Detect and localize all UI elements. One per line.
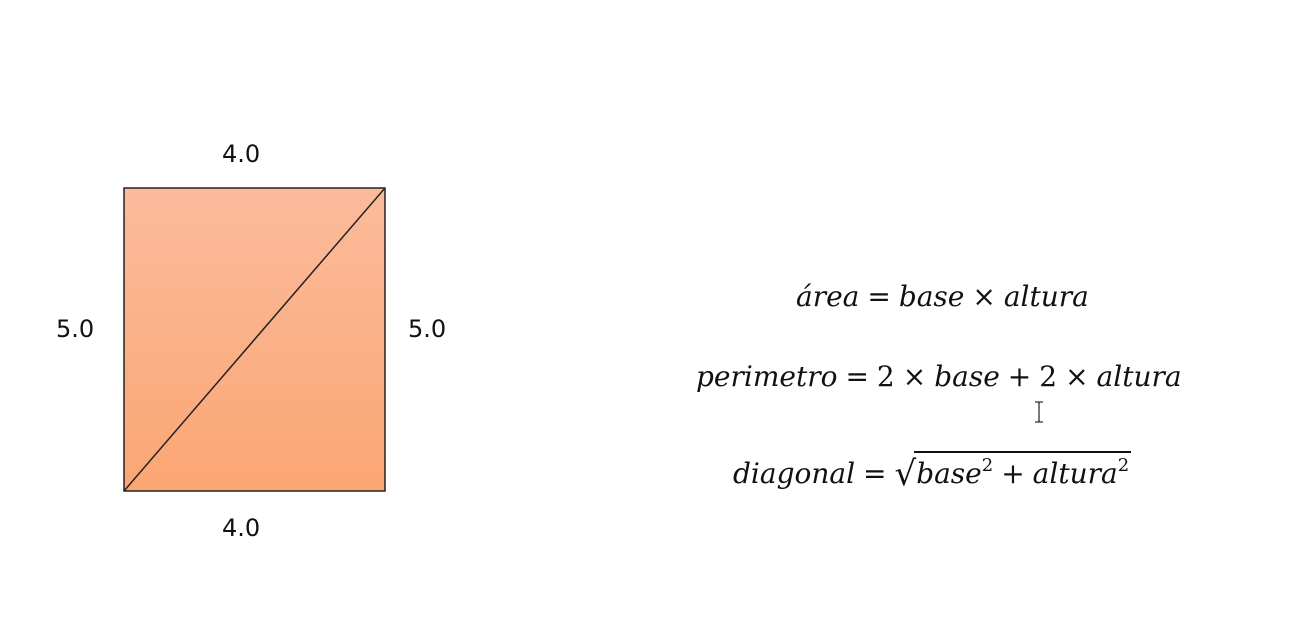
area-height-term: altura <box>1003 280 1089 313</box>
perimeter-equals: = <box>845 360 869 393</box>
diagonal-lhs: diagonal <box>733 457 856 490</box>
perimeter-base-term: base <box>934 360 1000 393</box>
height-left-label: 5.0 <box>56 315 95 343</box>
diagonal-base-exponent: 2 <box>981 455 994 476</box>
text-cursor-icon <box>1035 401 1043 423</box>
base-bottom-label: 4.0 <box>222 514 261 542</box>
perimeter-coef-2: 2 <box>1039 360 1058 393</box>
base-top-label: 4.0 <box>222 140 261 168</box>
perimeter-plus: + <box>1007 360 1032 393</box>
perimeter-times-2: × <box>1065 360 1089 393</box>
diagonal-equals: = <box>863 457 887 490</box>
area-equals: = <box>867 280 891 313</box>
diagonal-base-term: base <box>916 457 982 490</box>
square-root-body: base2 + altura2 <box>914 451 1132 490</box>
square-root-sign: √ <box>894 454 917 494</box>
diagonal-plus: + <box>1001 457 1025 490</box>
square-root: √base2 + altura2 <box>895 451 1132 491</box>
perimeter-height-term: altura <box>1096 360 1182 393</box>
area-base-term: base <box>898 280 965 313</box>
perimeter-lhs: perimetro <box>696 360 838 393</box>
area-lhs: área <box>796 280 860 313</box>
perimeter-coef-1: 2 <box>876 360 895 393</box>
diagonal-height-exponent: 2 <box>1117 455 1130 476</box>
area-formula: área = base × altura <box>796 283 1089 311</box>
area-times: × <box>972 280 996 313</box>
diagonal-formula: diagonal = √base2 + altura2 <box>733 451 1132 491</box>
rectangle-diagonal-line <box>123 187 386 492</box>
perimeter-times-1: × <box>902 360 927 393</box>
diagonal-height-term: altura <box>1032 457 1118 490</box>
perimeter-formula: perimetro = 2 × base +2 × altura <box>696 363 1182 391</box>
height-right-label: 5.0 <box>408 315 447 343</box>
